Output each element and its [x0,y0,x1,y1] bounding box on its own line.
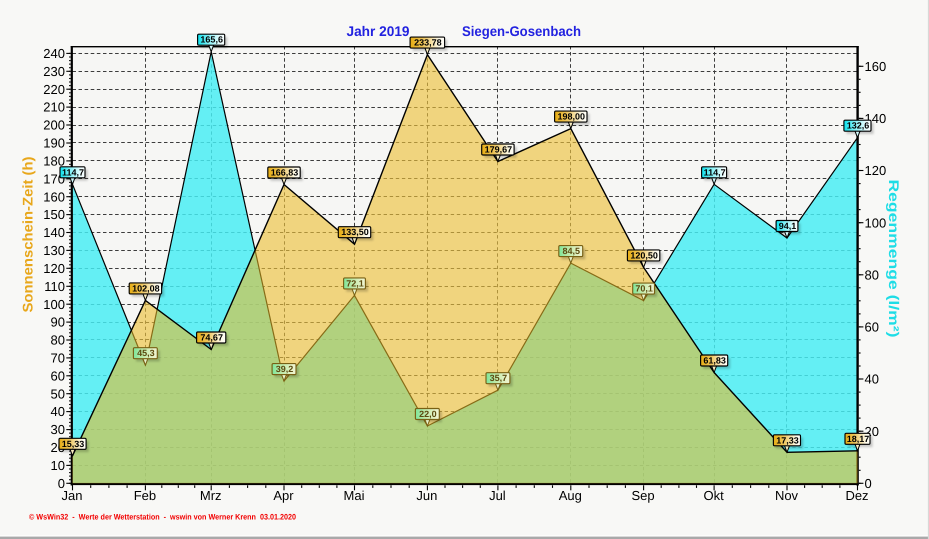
svg-text:233,78: 233,78 [414,38,442,48]
svg-text:133,50: 133,50 [341,227,369,237]
svg-text:200: 200 [43,118,65,133]
svg-text:120,50: 120,50 [630,250,658,260]
svg-text:60: 60 [51,368,65,383]
svg-text:102,08: 102,08 [132,283,160,293]
svg-text:100: 100 [43,297,65,312]
svg-text:18,17: 18,17 [847,434,870,444]
svg-text:72,1: 72,1 [346,278,364,288]
svg-text:70: 70 [51,351,65,366]
svg-text:160: 160 [43,189,65,204]
svg-text:165,6: 165,6 [200,35,223,45]
svg-text:40: 40 [865,372,879,387]
svg-text:150: 150 [43,207,65,222]
svg-text:190: 190 [43,136,65,151]
svg-text:230: 230 [43,64,65,79]
svg-text:Mai: Mai [344,488,365,503]
svg-text:Sonnenschein-Zeit (h): Sonnenschein-Zeit (h) [20,157,36,313]
svg-text:60: 60 [865,320,879,335]
svg-text:120: 120 [865,163,887,178]
svg-text:Jan: Jan [62,488,83,503]
svg-text:130: 130 [43,243,65,258]
svg-text:160: 160 [865,59,887,74]
svg-text:120: 120 [43,261,65,276]
svg-text:61,83: 61,83 [703,356,726,366]
svg-text:240: 240 [43,46,65,61]
svg-text:Jul: Jul [489,488,506,503]
svg-text:Regenmenge (l/m²): Regenmenge (l/m²) [886,180,902,338]
svg-text:90: 90 [51,315,65,330]
svg-text:Siegen-Gosenbach: Siegen-Gosenbach [462,23,581,39]
svg-text:210: 210 [43,100,65,115]
svg-text:Nov: Nov [775,488,799,503]
svg-text:132,6: 132,6 [847,121,870,131]
svg-text:50: 50 [51,386,65,401]
svg-text:80: 80 [865,267,879,282]
svg-text:45,3: 45,3 [137,348,155,358]
svg-text:0: 0 [865,476,872,491]
svg-text:180: 180 [43,154,65,169]
svg-text:Sep: Sep [632,488,655,503]
svg-text:100: 100 [865,215,887,230]
svg-text:Mrz: Mrz [200,488,222,503]
svg-text:39,2: 39,2 [276,364,294,374]
svg-text:Okt: Okt [703,488,724,503]
svg-text:Dez: Dez [845,488,868,503]
svg-text:110: 110 [44,279,65,294]
svg-text:40: 40 [51,404,65,419]
svg-text:35,7: 35,7 [490,373,508,383]
svg-text:70,1: 70,1 [635,284,653,294]
svg-text:Feb: Feb [134,488,156,503]
svg-text:30: 30 [51,422,65,437]
svg-text:Jahr 2019: Jahr 2019 [347,23,410,39]
svg-text:166,83: 166,83 [271,168,299,178]
svg-text:Aug: Aug [559,488,582,503]
svg-text:Apr: Apr [273,488,294,503]
svg-text:Jun: Jun [416,488,437,503]
svg-text:10: 10 [51,458,65,473]
svg-text:80: 80 [51,333,65,348]
svg-text:179,67: 179,67 [485,145,513,155]
svg-text:17,33: 17,33 [776,435,799,445]
svg-text:220: 220 [43,82,65,97]
svg-text:114,7: 114,7 [704,167,726,177]
svg-text:0: 0 [58,476,65,491]
svg-text:140: 140 [43,225,65,240]
svg-text:15,33: 15,33 [62,439,85,449]
svg-text:22,0: 22,0 [419,409,437,419]
svg-text:198,00: 198,00 [558,112,586,122]
svg-text:74,67: 74,67 [200,333,223,343]
svg-text:114,7: 114,7 [62,167,84,177]
svg-text:84,5: 84,5 [563,246,581,256]
svg-text:94,1: 94,1 [779,221,797,231]
svg-text:© WsWin32 - Werte der Wetter: © WsWin32 - Werte der Wetterstation - ws… [29,513,296,522]
